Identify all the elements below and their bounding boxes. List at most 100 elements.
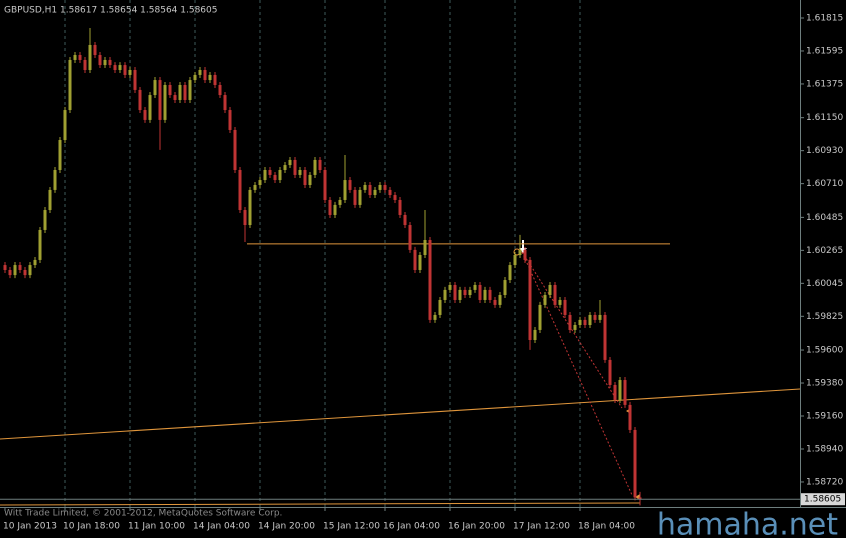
candle-body — [483, 289, 487, 300]
candle-body — [283, 165, 287, 170]
y-tick-label: 1.61375 — [806, 79, 843, 89]
candle-body — [333, 204, 337, 215]
candle-body — [193, 74, 197, 81]
candle-body — [48, 189, 52, 211]
candle-body — [378, 184, 382, 190]
candle-body — [593, 314, 597, 320]
candle-body — [488, 289, 492, 300]
candle-body — [258, 180, 262, 185]
x-tick-label: 10 Jan 18:00 — [63, 522, 120, 532]
x-tick-label: 16 Jan 20:00 — [448, 522, 505, 532]
candle-body — [3, 265, 7, 270]
candle-body — [598, 314, 602, 320]
trade-line — [521, 251, 623, 409]
candle-body — [263, 169, 267, 181]
y-tick-label: 1.59600 — [806, 346, 843, 356]
candle-body — [413, 249, 417, 270]
candle-body — [133, 70, 137, 90]
candle-body — [383, 184, 387, 190]
candle-body — [93, 44, 97, 56]
candle-body — [98, 55, 102, 66]
candle-body — [318, 159, 322, 170]
candle-body — [618, 380, 622, 400]
candle-body — [238, 169, 242, 211]
candle-body — [503, 280, 507, 296]
candle-body — [148, 95, 152, 120]
candle-body — [363, 184, 367, 190]
y-tick-label: 1.59160 — [806, 412, 843, 422]
candle-body — [343, 180, 347, 200]
candle-body — [538, 304, 542, 330]
y-tick-label: 1.61595 — [806, 46, 843, 56]
candle-body — [558, 299, 562, 305]
candle-body — [638, 497, 642, 500]
candle-body — [553, 284, 557, 305]
candle-body — [113, 65, 117, 71]
candle-body — [608, 359, 612, 385]
candle-body — [348, 180, 352, 190]
candle-body — [23, 269, 27, 276]
candle-body — [188, 80, 192, 100]
trade-line — [521, 251, 633, 496]
chart-title: GBPUSD,H1 1.58617 1.58654 1.58564 1.5860… — [4, 6, 217, 16]
candle-body — [448, 284, 452, 290]
candle-body — [328, 199, 332, 215]
candle-body — [433, 314, 437, 320]
candle-body — [253, 184, 257, 190]
candle-body — [508, 265, 512, 281]
candle-body — [303, 169, 307, 185]
candle-body — [478, 284, 482, 300]
candle-body — [573, 325, 577, 330]
trend-line — [0, 388, 801, 440]
x-tick-label: 10 Jan 2013 — [3, 522, 57, 532]
candle-body — [468, 289, 472, 296]
candle-body — [463, 289, 467, 296]
candle-body — [628, 404, 632, 430]
candle-body — [398, 199, 402, 215]
y-tick-label: 1.60710 — [806, 179, 843, 189]
candle-body — [168, 84, 172, 96]
candle-body — [548, 284, 552, 296]
candle-body — [118, 65, 122, 71]
candle-body — [583, 319, 587, 326]
x-tick-label: 15 Jan 12:00 — [323, 522, 380, 532]
candle-body — [33, 259, 37, 266]
candle-body — [393, 195, 397, 200]
candle-body — [173, 95, 177, 100]
candle-body — [18, 265, 22, 270]
candle-body — [38, 229, 42, 260]
watermark: hamaha.net — [657, 508, 838, 538]
candle-body — [523, 249, 527, 260]
y-tick-label: 1.60930 — [806, 146, 843, 156]
candle-body — [233, 129, 237, 170]
candle-body — [613, 384, 617, 400]
candle-body — [28, 265, 32, 276]
candle-body — [183, 84, 187, 100]
y-tick-label: 1.58940 — [806, 444, 843, 454]
candle-body — [198, 70, 202, 75]
candle-body — [218, 84, 222, 96]
candle-body — [268, 169, 272, 175]
candle-body — [498, 295, 502, 305]
candle-body — [63, 110, 67, 141]
candle-body — [578, 319, 582, 326]
candle-body — [388, 189, 392, 196]
candle-body — [88, 44, 92, 71]
candle-body — [408, 225, 412, 250]
x-tick-label: 16 Jan 04:00 — [383, 522, 440, 532]
candle-body — [223, 95, 227, 111]
candle-body — [298, 169, 302, 175]
x-tick-label: 14 Jan 20:00 — [258, 522, 315, 532]
candle-body — [293, 159, 297, 175]
candle-body — [13, 265, 17, 276]
x-tick-label: 11 Jan 10:00 — [128, 522, 185, 532]
candle-body — [323, 169, 327, 200]
candle-body — [243, 210, 247, 226]
candle-body — [58, 140, 62, 170]
candle-body — [163, 84, 167, 120]
candle-body — [338, 199, 342, 205]
candle-body — [123, 65, 127, 75]
trend-line-lower — [0, 502, 641, 506]
